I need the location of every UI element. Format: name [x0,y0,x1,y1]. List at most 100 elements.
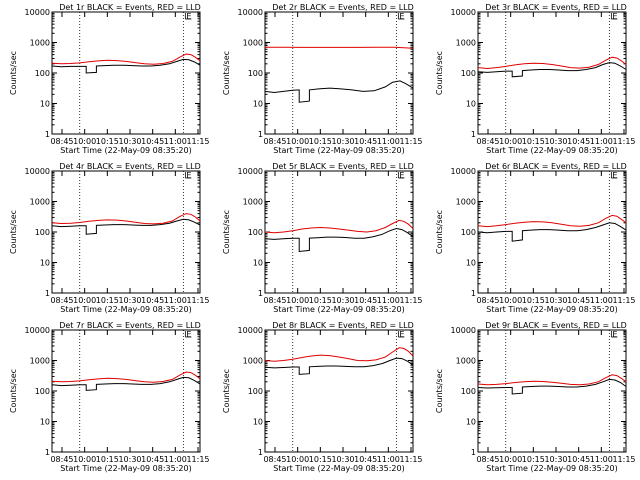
x-tick-label: 08:45 [263,296,286,305]
y-tick-label: 10000 [238,326,263,335]
x-tick-label: 08:45 [476,137,499,146]
x-tick-label: 10:30 [118,455,141,464]
lld-series-line [51,213,201,225]
events-series-line [264,227,414,253]
events-series-line [51,218,201,235]
x-tick-label: 10:45 [354,137,377,146]
x-tick-label: 10:00 [73,455,96,464]
x-tick-label: 10:45 [567,137,590,146]
x-tick-label: 08:45 [476,296,499,305]
x-tick-label: 11:15 [186,137,209,146]
x-tick-label: 11:00 [164,296,187,305]
eclipse-marker-label: E [186,330,191,339]
y-tick-label: 1000 [456,39,476,48]
chart-panel: Det 1r BLACK = Events, RED = LLD 1 10 100 10… [9,3,210,155]
x-tick-label: 11:15 [399,296,422,305]
y-tick-label: 100 [35,69,50,78]
lld-series-line [477,214,627,228]
x-tick-label: 10:00 [499,137,522,146]
y-tick-label: 1000 [30,39,50,48]
x-tick-label: 11:15 [612,455,635,464]
events-series-line [264,357,414,375]
y-tick-label: 10000 [451,8,476,17]
x-tick-label: 11:00 [377,137,400,146]
y-tick-label: 10000 [25,167,50,176]
y-axis-label: Counts/sec [435,51,444,95]
x-tick-label: 10:45 [141,137,164,146]
y-tick-label: 10000 [238,167,263,176]
x-tick-label: 10:00 [73,137,96,146]
chart-panel: Det 5r BLACK = Events, RED = LLD 1 10 100 10… [222,162,423,314]
x-tick-label: 11:15 [612,296,635,305]
x-tick-label: 10:15 [309,455,332,464]
chart-panel: Det 6r BLACK = Events, RED = LLD 1 10 100 10… [435,162,636,314]
chart-title: Det 8r BLACK = Events, RED = LLD [272,321,414,330]
y-axis-label: Counts/sec [222,51,231,95]
y-tick-label: 10000 [25,8,50,17]
eclipse-marker-label: E [186,12,191,21]
x-tick-label: 10:30 [544,455,567,464]
y-tick-label: 10000 [451,167,476,176]
x-tick-label: 10:30 [544,137,567,146]
lld-series-line [265,46,414,49]
chart-title: Det 6r BLACK = Events, RED = LLD [485,162,627,171]
y-axis-label: Counts/sec [9,369,18,413]
x-tick-label: 11:15 [186,296,209,305]
y-tick-label: 10000 [25,326,50,335]
x-axis-label: Start Time (22-May-09 08:35:20) [60,146,191,155]
x-tick-label: 10:00 [286,137,309,146]
plot-frame [264,170,414,294]
x-tick-label: 08:45 [50,296,73,305]
x-tick-label: 10:00 [73,296,96,305]
x-tick-label: 10:15 [309,137,332,146]
chart-title: Det 4r BLACK = Events, RED = LLD [59,162,201,171]
x-tick-label: 10:45 [354,455,377,464]
x-axis-label: Start Time (22-May-09 08:35:20) [486,146,617,155]
plot-frame [264,329,414,453]
x-axis-label: Start Time (22-May-09 08:35:20) [60,464,191,473]
x-axis-label: Start Time (22-May-09 08:35:20) [486,305,617,314]
x-tick-label: 10:30 [118,296,141,305]
y-tick-label: 1 [471,448,476,457]
y-axis-label: Counts/sec [9,210,18,254]
x-tick-label: 11:15 [399,455,422,464]
y-tick-label: 10 [253,418,263,427]
x-tick-label: 10:00 [499,455,522,464]
eclipse-marker-label: E [399,330,404,339]
x-tick-label: 10:30 [544,296,567,305]
chart-title: Det 3r BLACK = Events, RED = LLD [485,3,627,12]
x-tick-label: 08:45 [50,455,73,464]
x-tick-label: 11:00 [164,137,187,146]
eclipse-marker-label: E [612,171,617,180]
x-tick-label: 11:00 [590,296,613,305]
plot-frame [51,329,201,453]
y-axis-label: Counts/sec [222,210,231,254]
x-tick-label: 10:45 [354,296,377,305]
x-tick-label: 10:15 [522,296,545,305]
y-tick-label: 1 [258,289,263,298]
lld-series-line [477,56,627,70]
x-tick-label: 08:45 [50,137,73,146]
y-tick-label: 1000 [30,357,50,366]
lld-series-line [477,374,627,386]
x-tick-label: 10:15 [309,296,332,305]
y-axis-label: Counts/sec [435,369,444,413]
lld-series-line [264,347,414,362]
x-tick-label: 11:15 [399,137,422,146]
x-tick-label: 10:15 [96,296,119,305]
y-tick-label: 1000 [243,198,263,207]
x-tick-label: 10:00 [499,296,522,305]
chart-panel: Det 4r BLACK = Events, RED = LLD 1 10 100 10… [9,162,210,314]
y-tick-label: 10 [466,100,476,109]
x-tick-label: 10:45 [567,296,590,305]
y-tick-label: 1 [471,130,476,139]
x-tick-label: 10:00 [286,455,309,464]
x-tick-label: 10:45 [141,455,164,464]
y-tick-label: 100 [248,69,263,78]
y-tick-label: 1000 [243,357,263,366]
x-tick-label: 11:00 [590,137,613,146]
y-tick-label: 100 [461,69,476,78]
events-series-line [51,376,201,391]
x-tick-label: 10:15 [96,137,119,146]
y-tick-label: 10 [466,259,476,268]
